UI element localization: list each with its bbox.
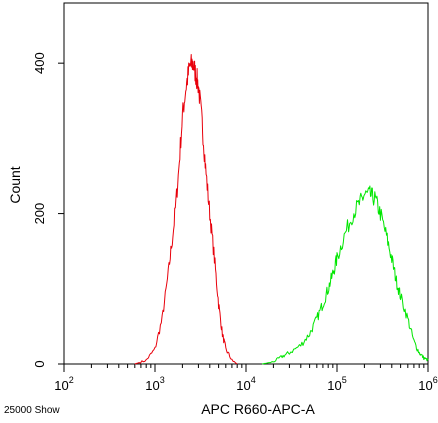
x-tick-base: 10 [327,378,341,393]
y-tick-label: 0 [32,360,47,367]
x-tick-label: 102 [54,375,73,393]
x-tick-label: 103 [145,375,164,393]
x-tick-label: 105 [327,375,346,393]
x-axis-title: APC R660-APC-A [201,401,315,417]
y-tick-label: 400 [32,52,47,74]
x-tick-base: 10 [236,378,250,393]
series-layer [134,54,429,365]
y-tick-label: 200 [32,203,47,225]
event-count-footnote: 25000 Show [4,405,60,416]
histogram-series-2 [261,185,429,365]
x-tick-base: 10 [54,378,68,393]
x-tick-label: 104 [236,375,255,393]
x-tick-label: 106 [418,375,437,393]
y-axis: 0 200 400 [32,52,64,368]
x-tick-base: 10 [145,378,159,393]
x-tick-exponent: 2 [69,375,74,385]
y-axis-title: Count [7,166,23,203]
x-axis: 102 103 104 105 106 [54,364,438,393]
x-tick-exponent: 3 [160,375,165,385]
x-tick-exponent: 5 [342,375,347,385]
x-tick-exponent: 4 [251,375,256,385]
x-tick-exponent: 6 [433,375,438,385]
histogram-series-1 [134,54,238,365]
x-tick-base: 10 [418,378,432,393]
plot-frame [63,2,429,365]
